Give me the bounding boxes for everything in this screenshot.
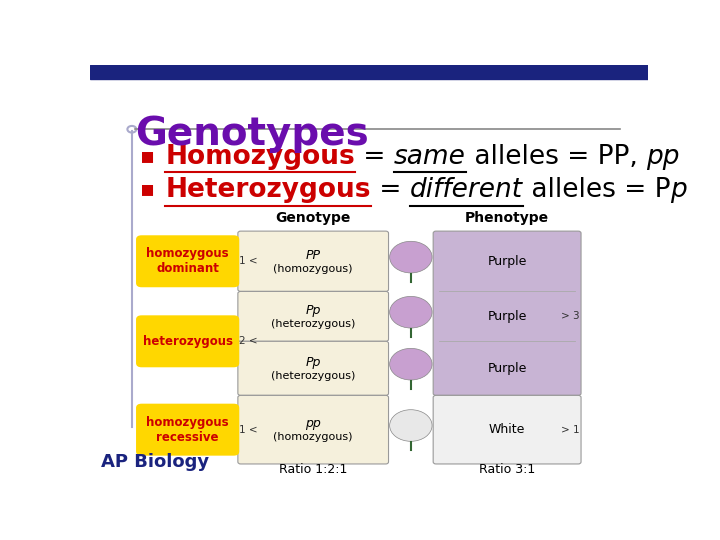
Text: (heterozygous): (heterozygous) — [271, 319, 356, 329]
FancyBboxPatch shape — [433, 395, 581, 464]
Circle shape — [390, 241, 432, 273]
Text: 2 <: 2 < — [239, 336, 258, 346]
Text: =: = — [355, 144, 394, 170]
Text: Purple: Purple — [487, 362, 527, 375]
Text: AP Biology: AP Biology — [101, 454, 210, 471]
Text: White: White — [489, 423, 526, 436]
Text: Ratio 1:2:1: Ratio 1:2:1 — [279, 463, 347, 476]
Circle shape — [390, 348, 432, 380]
Text: PP: PP — [306, 248, 320, 261]
Text: > 3: > 3 — [562, 312, 580, 321]
FancyBboxPatch shape — [238, 231, 389, 292]
FancyBboxPatch shape — [433, 231, 581, 395]
Bar — [90, 65, 648, 79]
Text: heterozygous: heterozygous — [143, 335, 233, 348]
FancyBboxPatch shape — [238, 395, 389, 464]
Text: pp: pp — [305, 417, 321, 430]
Circle shape — [390, 296, 432, 328]
Text: Ratio 3:1: Ratio 3:1 — [479, 463, 535, 476]
Text: alleles = PP,: alleles = PP, — [466, 144, 646, 170]
Text: (homozygous): (homozygous) — [274, 264, 353, 274]
Text: homozygous
dominant: homozygous dominant — [146, 247, 229, 275]
Text: (homozygous): (homozygous) — [274, 432, 353, 442]
FancyBboxPatch shape — [136, 404, 239, 456]
Text: pp: pp — [646, 144, 680, 170]
Text: Genotypes: Genotypes — [135, 114, 369, 153]
FancyBboxPatch shape — [136, 235, 239, 287]
Text: Heterozygous: Heterozygous — [166, 177, 371, 203]
Text: alleles = P: alleles = P — [523, 177, 670, 203]
Text: Homozygous: Homozygous — [166, 144, 355, 170]
Text: Genotype: Genotype — [276, 211, 351, 225]
Text: ▪: ▪ — [140, 179, 156, 199]
Text: different: different — [410, 177, 523, 203]
Text: homozygous
recessive: homozygous recessive — [146, 416, 229, 444]
Text: 1 <: 1 < — [239, 424, 258, 435]
FancyBboxPatch shape — [136, 315, 239, 367]
FancyBboxPatch shape — [238, 292, 389, 341]
Circle shape — [390, 410, 432, 441]
Text: Phenotype: Phenotype — [465, 211, 549, 225]
Text: same: same — [394, 144, 466, 170]
Text: Pp: Pp — [305, 356, 321, 369]
FancyBboxPatch shape — [238, 341, 389, 395]
Text: =: = — [371, 177, 410, 203]
Text: Purple: Purple — [487, 255, 527, 268]
Text: Purple: Purple — [487, 310, 527, 323]
Text: ▪: ▪ — [140, 146, 156, 166]
Text: 1 <: 1 < — [239, 256, 258, 266]
Text: (heterozygous): (heterozygous) — [271, 371, 356, 381]
Text: p: p — [670, 177, 687, 203]
Text: > 1: > 1 — [562, 424, 580, 435]
Text: Pp: Pp — [305, 303, 321, 316]
